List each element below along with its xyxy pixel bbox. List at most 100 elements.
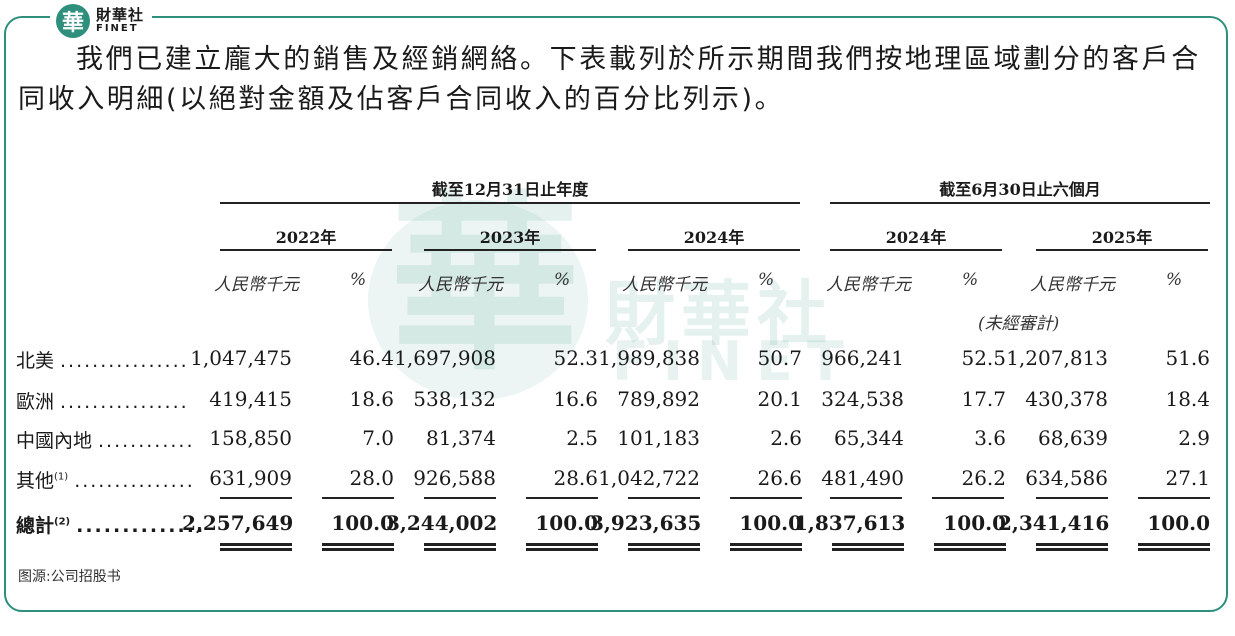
unit-pct: % <box>1166 270 1183 290</box>
table-cell: 65,344 <box>834 426 904 450</box>
period-header: 2023年 <box>479 228 541 247</box>
subtotal-rule <box>322 497 394 499</box>
group-header-year: 截至12月31日止年度 <box>431 180 589 199</box>
subtotal-rule <box>1138 497 1210 499</box>
brand-name-en: FINET <box>96 23 139 34</box>
unit-pct: % <box>350 270 367 290</box>
subtotal-rule <box>424 497 496 499</box>
table-cell: 18.6 <box>349 387 394 411</box>
table-cell: 1,697,908 <box>394 346 496 370</box>
total-double-rule <box>730 543 802 551</box>
total-cell: 3,244,002 <box>386 511 498 535</box>
total-cell: 100.0 <box>1147 511 1210 535</box>
brand-badge-icon: 華 <box>56 4 90 38</box>
row-leader-dots: ................ <box>60 350 189 372</box>
total-cell: 100.0 <box>739 511 802 535</box>
unit-amount: 人民幣千元 <box>418 275 503 295</box>
brand-name-cn: 財華社 <box>96 6 145 24</box>
table-cell: 481,490 <box>821 466 904 490</box>
total-row-label: 總計(2).............. <box>16 511 205 538</box>
subtotal-rule <box>932 497 1004 499</box>
total-double-rule <box>1138 543 1210 551</box>
table-cell: 28.0 <box>349 466 394 490</box>
table-cell: 419,415 <box>209 387 292 411</box>
intro-paragraph: 我們已建立龐大的銷售及經銷網絡。下表載列於所示期間我們按地理區域劃分的客戶合同收… <box>18 44 1201 115</box>
unit-pct: % <box>554 270 571 290</box>
row-label-text: 總計 <box>16 515 55 537</box>
table-cell: 81,374 <box>426 426 496 450</box>
row-leader-dots: ............... <box>74 470 195 492</box>
table-cell: 50.7 <box>757 346 802 370</box>
table-cell: 789,892 <box>617 387 700 411</box>
table-cell: 27.1 <box>1165 466 1210 490</box>
table-cell: 16.6 <box>553 387 598 411</box>
table-cell: 101,183 <box>617 426 700 450</box>
source-note: 图源:公司招股书 <box>18 569 121 585</box>
table-cell: 1,047,475 <box>190 346 292 370</box>
row-label-text: 其他 <box>16 470 55 492</box>
row-label-text: 中國內地 <box>16 430 93 452</box>
table-cell: 3.6 <box>974 426 1006 450</box>
row-footnote: (1) <box>54 471 69 483</box>
total-double-rule <box>220 543 292 551</box>
table-cell: 2.6 <box>770 426 802 450</box>
unit-amount: 人民幣千元 <box>1030 275 1115 295</box>
row-label-text: 歐洲 <box>16 391 55 413</box>
table-cell: 1,042,722 <box>598 466 700 490</box>
subtotal-rule <box>730 497 802 499</box>
total-double-rule <box>526 543 598 551</box>
table-cell: 1,207,813 <box>1006 346 1108 370</box>
period-rule <box>424 249 596 251</box>
table-cell: 18.4 <box>1165 387 1210 411</box>
table-cell: 68,639 <box>1038 426 1108 450</box>
watermark-cn: 財華社 <box>605 273 833 355</box>
watermark-en: FINET <box>612 330 858 393</box>
total-double-rule <box>424 543 496 551</box>
group-rule-half <box>830 202 1210 204</box>
content-frame <box>4 16 1228 612</box>
row-label: 中國內地............ <box>16 426 195 453</box>
row-leader-dots: ................ <box>60 391 189 413</box>
total-cell: 100.0 <box>943 511 1006 535</box>
period-rule <box>1036 249 1208 251</box>
row-leader-dots: ............ <box>98 430 195 452</box>
table-cell: 17.7 <box>961 387 1006 411</box>
subtotal-rule <box>1036 497 1108 499</box>
period-rule <box>628 249 800 251</box>
table-cell: 634,586 <box>1025 466 1108 490</box>
total-double-rule <box>1036 543 1108 551</box>
table-cell: 26.6 <box>757 466 802 490</box>
table-cell: 538,132 <box>413 387 496 411</box>
total-double-rule <box>832 543 904 551</box>
table-cell: 926,588 <box>413 466 496 490</box>
total-cell: 100.0 <box>331 511 394 535</box>
unaudited-note: (未經審計) <box>978 314 1060 334</box>
table-cell: 1,989,838 <box>598 346 700 370</box>
table-cell: 324,538 <box>821 387 904 411</box>
table-cell: 46.4 <box>349 346 394 370</box>
subtotal-rule <box>628 497 700 499</box>
table-cell: 52.3 <box>553 346 598 370</box>
group-header-half: 截至6月30日止六個月 <box>939 180 1101 199</box>
watermark-glyph: 華 <box>390 173 581 396</box>
row-label: 北美................ <box>16 346 189 373</box>
row-leader-dots: .............. <box>76 515 206 537</box>
total-cell: 1,837,613 <box>794 511 906 535</box>
table-cell: 52.5 <box>961 346 1006 370</box>
row-footnote: (2) <box>54 516 71 528</box>
table-cell: 28.6 <box>553 466 598 490</box>
period-rule <box>220 249 392 251</box>
total-double-rule <box>322 543 394 551</box>
table-cell: 966,241 <box>821 346 904 370</box>
period-rule <box>830 249 1002 251</box>
period-header: 2024年 <box>683 228 745 247</box>
table-cell: 158,850 <box>209 426 292 450</box>
unit-amount: 人民幣千元 <box>826 275 911 295</box>
unit-pct: % <box>962 270 979 290</box>
table-cell: 430,378 <box>1025 387 1108 411</box>
total-cell: 100.0 <box>535 511 598 535</box>
watermark-circle <box>368 200 588 400</box>
table-cell: 631,909 <box>209 466 292 490</box>
table-cell: 26.2 <box>961 466 1006 490</box>
subtotal-rule <box>220 497 292 499</box>
